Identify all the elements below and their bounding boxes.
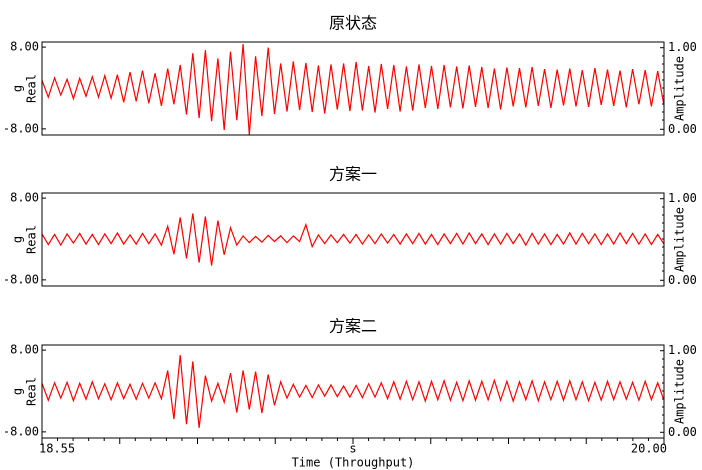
y2-tick-label: 1.00 xyxy=(668,40,697,54)
y-tick-label: 8.00 xyxy=(10,343,39,357)
y2-label: Amplitude xyxy=(673,207,687,272)
plot-frame xyxy=(41,192,665,287)
y-unit: g xyxy=(11,388,25,395)
waveform xyxy=(41,213,665,266)
panel-title: 方案一 xyxy=(329,165,377,184)
panel-title: 方案二 xyxy=(329,317,377,336)
y-label: Real xyxy=(25,74,39,103)
y-tick-label: 8.00 xyxy=(10,191,39,205)
y2-tick-label: 1.00 xyxy=(668,191,697,205)
y2-tick-label: 1.00 xyxy=(668,343,697,357)
x-tick-label: 20.00 xyxy=(631,442,667,456)
y-tick-label: -8.00 xyxy=(3,424,39,438)
y2-label: Amplitude xyxy=(673,56,687,121)
y-unit: g xyxy=(11,85,25,92)
plot-frame xyxy=(41,41,665,136)
y2-label: Amplitude xyxy=(673,359,687,424)
x-label: Time (Throughput) xyxy=(292,456,415,470)
y-label: Real xyxy=(25,225,39,254)
y2-tick-label: 0.00 xyxy=(668,273,697,287)
y-tick-label: 8.00 xyxy=(10,40,39,54)
x-unit: s xyxy=(349,442,356,456)
y2-tick-label: 0.00 xyxy=(668,122,697,136)
waveform xyxy=(41,43,665,135)
panel-title: 原状态 xyxy=(329,14,377,33)
y-label: Real xyxy=(25,377,39,406)
y-tick-label: -8.00 xyxy=(3,121,39,135)
x-tick-label: 18.55 xyxy=(39,442,75,456)
y-tick-label: -8.00 xyxy=(3,272,39,286)
y-unit: g xyxy=(11,236,25,243)
waveform xyxy=(41,355,665,428)
y2-tick-label: 0.00 xyxy=(668,425,697,439)
